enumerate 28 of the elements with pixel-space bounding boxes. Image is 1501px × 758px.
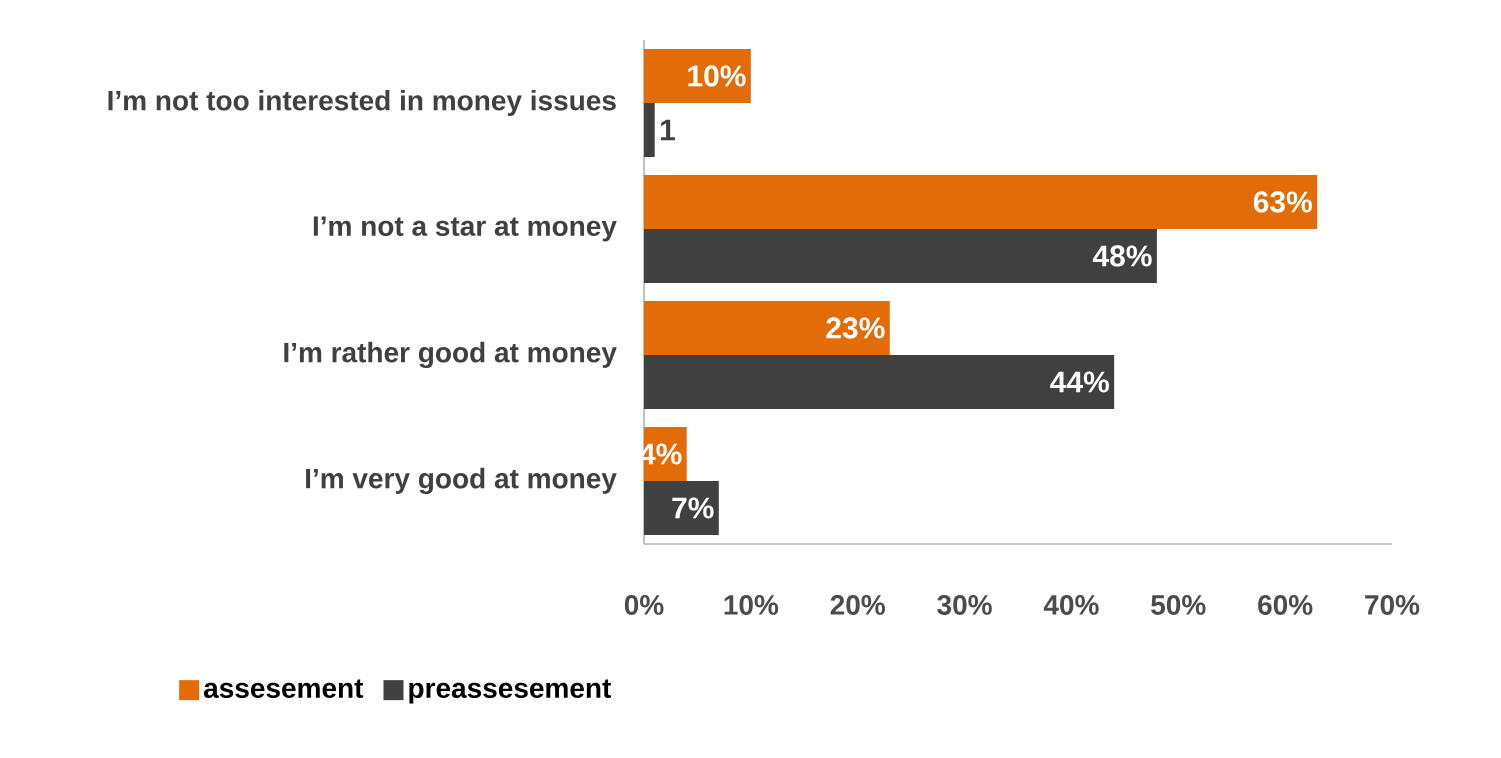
y-tick-label: I’m very good at money [306,467,617,495]
y-tick-label: I’m not a star at money [313,216,617,242]
x-tick-label: 20% [830,595,885,615]
x-tick-label: 60% [1258,595,1313,615]
data-label: 48% [1092,245,1152,267]
data-label: 44% [1050,371,1109,393]
y-tick-label: I’m not too interested in money issues [108,89,616,117]
data-label: 63% [1253,191,1312,213]
data-label: 23% [826,317,885,339]
legend-label: assesement [203,679,364,699]
legend-label: preassesement [409,679,612,704]
bar [644,300,890,355]
bar [644,228,1157,283]
x-tick-label: 10% [724,595,779,615]
x-tick-label: 70% [1365,595,1420,615]
bar [644,480,719,535]
data-label: 1 [660,119,675,141]
bar [644,102,655,157]
x-tick-label: 30% [937,595,992,615]
bar [644,48,751,103]
y-tick-label: I’m rather good at money [284,341,617,369]
x-tick-label: 40% [1043,595,1099,615]
bar [644,174,1318,229]
data-label: 10% [688,65,746,87]
data-label: 7% [672,497,714,519]
x-tick-label: 0% [624,595,664,615]
bar [644,354,1115,409]
x-tick-label: 50% [1151,595,1206,615]
